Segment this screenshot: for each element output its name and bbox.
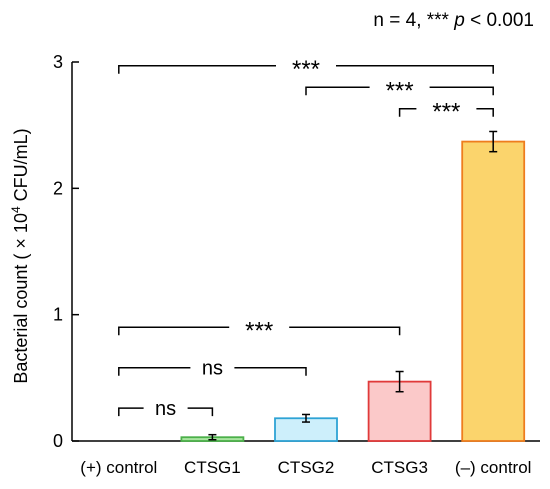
stats-note-suffix: < 0.001	[464, 10, 534, 31]
bracket-left	[118, 366, 191, 376]
bar	[461, 140, 526, 442]
bracket-right	[476, 107, 494, 117]
x-tick-label: CTSG2	[278, 458, 335, 477]
bracket-right	[289, 326, 401, 336]
significance-bracket: ***	[398, 99, 494, 126]
significance-label: ***	[432, 99, 460, 126]
bracket-right	[429, 86, 494, 96]
significance-bracket: ***	[118, 56, 494, 83]
significance-bracket: ***	[118, 317, 401, 344]
bracket-left	[118, 65, 276, 74]
stats-note-prefix: n = 4, ***	[373, 10, 455, 31]
y-tick-label: 1	[53, 305, 63, 325]
significance-bracket: ns	[118, 358, 307, 380]
bars	[180, 140, 526, 442]
bracket-left	[398, 107, 417, 117]
x-tick-label: CTSG3	[371, 458, 428, 477]
y-axis-label: Bacterial count ( × 104 CFU/mL)	[9, 128, 31, 383]
x-tick-label: (+) control	[80, 458, 157, 477]
x-tick-label: (–) control	[455, 458, 532, 477]
y-tick-label: 3	[53, 52, 63, 72]
stats-note-p: p	[454, 10, 465, 31]
bracket-right	[336, 65, 494, 74]
y-axis-label-sup: 4	[9, 206, 23, 213]
x-tick-label: CTSG1	[184, 458, 241, 477]
significance-label: ns	[202, 358, 223, 380]
significance-bracket: ns	[118, 398, 214, 420]
significance-label: ***	[386, 77, 414, 104]
y-axis-label-suffix: CFU/mL)	[11, 128, 31, 206]
y-axis-label-prefix: Bacterial count ( × 10	[11, 213, 31, 384]
bracket-right	[187, 407, 214, 417]
stats-note: n = 4, *** p < 0.001	[373, 10, 534, 32]
significance-label: ***	[245, 317, 273, 344]
bracket-left	[118, 326, 230, 336]
bracket-left	[305, 86, 370, 96]
significance-label: ***	[292, 56, 320, 83]
y-tick-label: 2	[53, 178, 63, 198]
error-bars	[208, 130, 498, 441]
significance-bracket: ***	[305, 77, 494, 104]
significance-label: ns	[155, 398, 176, 420]
bracket-right	[234, 366, 307, 376]
significance-brackets: *** *** *** *** ns ns	[118, 56, 494, 420]
bracket-left	[118, 407, 144, 417]
y-tick-label: 0	[53, 431, 63, 451]
